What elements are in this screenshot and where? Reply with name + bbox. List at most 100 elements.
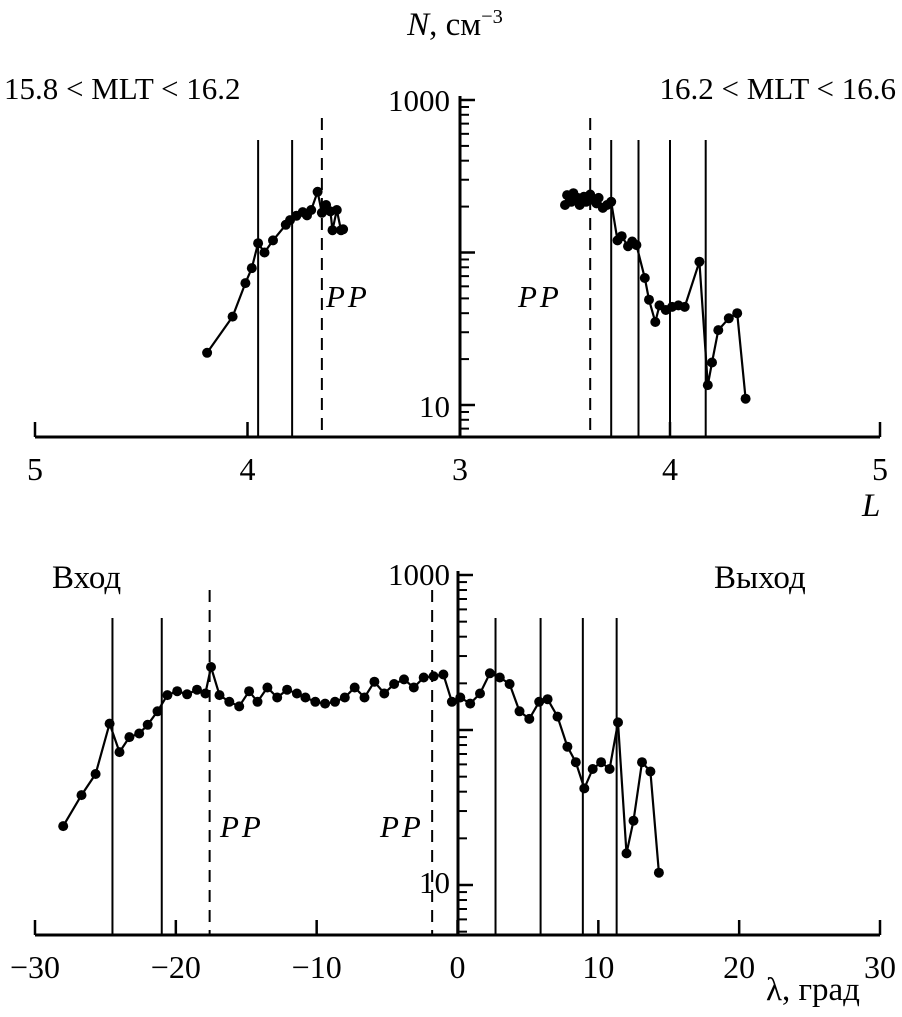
- top-x-tick-label: 5: [27, 451, 43, 487]
- top-left-series: [202, 186, 349, 358]
- data-point: [90, 769, 101, 779]
- bottom-x-axis: −30 −20 −10 0 10 20 30: [10, 920, 896, 985]
- data-point: [438, 669, 449, 680]
- data-point: [312, 186, 323, 197]
- data-point: [124, 732, 135, 743]
- data-point: [579, 783, 590, 794]
- data-point: [259, 247, 270, 258]
- data-point: [114, 747, 125, 758]
- data-point: [644, 294, 654, 305]
- title-variable: N: [407, 7, 430, 43]
- top-x-tick-label: 4: [662, 451, 678, 487]
- figure-title: N, см−3: [360, 6, 550, 43]
- top-x-axis: 5 4 3 4 5: [27, 422, 888, 487]
- data-point: [484, 668, 495, 679]
- bottom-x-tick-label: 0: [450, 949, 466, 985]
- data-point: [240, 278, 251, 289]
- title-exponent: −3: [481, 6, 503, 28]
- data-point: [606, 196, 617, 207]
- data-point: [650, 317, 661, 327]
- data-point: [399, 674, 409, 685]
- data-point: [227, 311, 238, 322]
- data-point: [428, 671, 439, 682]
- data-point: [740, 393, 751, 404]
- top-x-tick-label: 4: [240, 451, 256, 487]
- top-x-tick-label: 3: [452, 451, 468, 487]
- bottom-x-tick-label: 10: [582, 949, 614, 985]
- data-point: [694, 256, 705, 267]
- data-point: [316, 207, 327, 218]
- title-units: , см: [429, 7, 482, 43]
- data-point: [639, 273, 650, 283]
- data-point: [475, 688, 485, 699]
- data-point: [418, 672, 429, 683]
- data-point: [202, 347, 213, 358]
- bottom-ytick-1000: 1000: [388, 557, 450, 592]
- data-point: [182, 689, 193, 700]
- bottom-x-tick-label: −10: [292, 949, 342, 985]
- data-point: [707, 357, 717, 368]
- data-point: [653, 867, 664, 878]
- data-point: [253, 238, 264, 249]
- top-x-tick-label: 5: [872, 451, 888, 487]
- top-left-panel-label: 15.8 < MLT < 16.2: [4, 71, 241, 106]
- entry-label: Вход: [52, 560, 122, 596]
- plasmapause-label-top-right: PP: [518, 279, 562, 314]
- data-point: [262, 682, 273, 693]
- data-point: [76, 790, 87, 801]
- data-point: [702, 380, 713, 391]
- plasmapause-label-bottom-right: PP: [380, 809, 424, 844]
- data-point: [338, 224, 349, 235]
- data-point: [604, 764, 615, 774]
- data-point: [359, 692, 370, 703]
- top-xaxis-label: L: [862, 488, 881, 524]
- data-point: [389, 679, 400, 689]
- data-point: [723, 313, 734, 324]
- data-point: [252, 696, 263, 707]
- data-point: [206, 662, 216, 672]
- bottom-x-tick-label: −30: [10, 949, 60, 985]
- data-point: [152, 706, 163, 717]
- data-point: [330, 696, 340, 707]
- data-point: [224, 696, 235, 707]
- exit-label: Выход: [714, 560, 806, 596]
- series-line: [563, 190, 747, 399]
- data-point: [408, 682, 419, 693]
- data-point: [339, 692, 350, 703]
- data-point: [465, 698, 476, 709]
- top-right-series: [560, 188, 751, 404]
- top-ytick-10: 10: [419, 389, 450, 424]
- bottom-series: [58, 662, 664, 878]
- bottom-x-tick-label: −20: [151, 949, 201, 985]
- data-point: [713, 325, 724, 336]
- data-point: [494, 672, 505, 683]
- data-point: [379, 688, 390, 699]
- top-chart: 5 4 3 4 5: [27, 96, 888, 487]
- data-point: [514, 706, 525, 717]
- data-point: [349, 682, 360, 693]
- data-point: [331, 205, 342, 215]
- bottom-xaxis-label: λ, град: [766, 972, 860, 1008]
- data-point: [616, 231, 627, 242]
- data-point: [327, 225, 338, 236]
- plasmapause-label-top-left: PP: [326, 279, 370, 314]
- data-point: [104, 718, 115, 729]
- data-point: [552, 711, 563, 722]
- data-point: [162, 690, 173, 701]
- data-point: [246, 263, 257, 274]
- data-point: [272, 692, 283, 703]
- data-point: [593, 192, 604, 203]
- bottom-vlines: [111, 590, 618, 935]
- data-point: [320, 698, 331, 709]
- bottom-chart: −30 −20 −10 0 10 20 30: [10, 571, 896, 985]
- data-point: [234, 701, 245, 712]
- data-point: [282, 684, 293, 695]
- data-point: [446, 696, 457, 707]
- data-point: [214, 690, 225, 701]
- top-right-panel-label: 16.2 < MLT < 16.6: [659, 71, 897, 106]
- data-point: [172, 686, 183, 697]
- data-point: [200, 688, 211, 699]
- data-point: [679, 301, 690, 312]
- bottom-ytick-10: 10: [419, 865, 450, 900]
